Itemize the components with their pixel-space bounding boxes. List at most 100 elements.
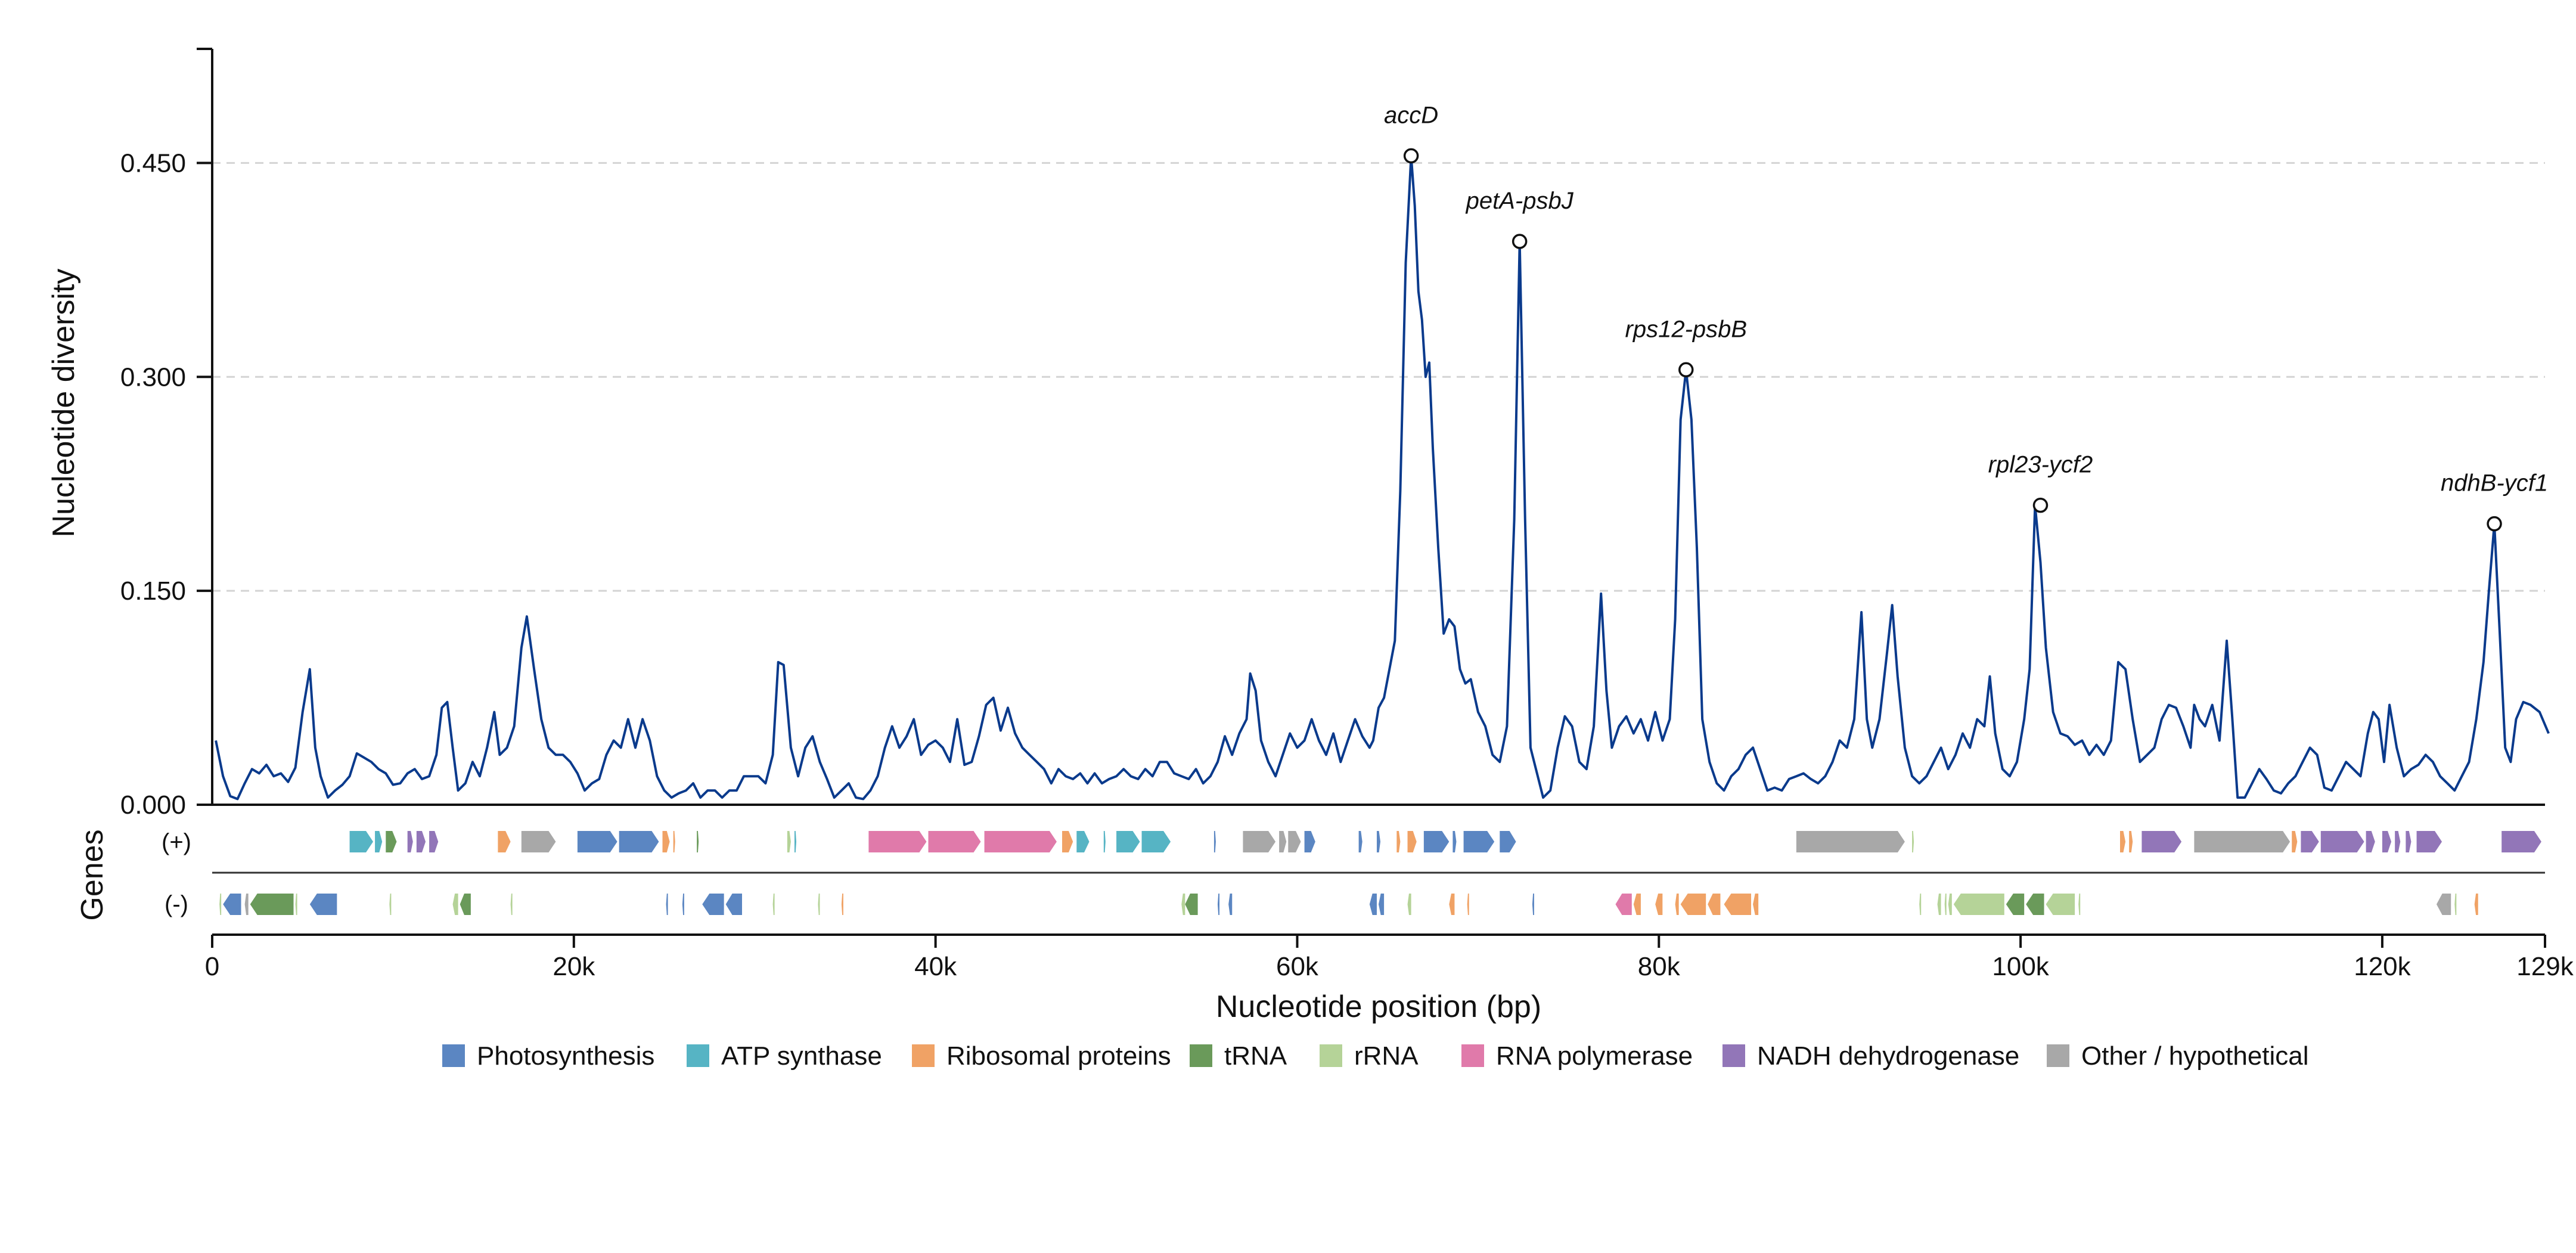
gene-arrow [2194,831,2291,852]
gene-arrow [702,894,724,915]
x-tick-label: 40k [914,952,957,981]
gene-arrow [386,831,397,852]
peak-marker [1512,234,1528,249]
gene-arrow [1937,894,1941,915]
gene-arrow [2292,831,2298,852]
gene-arrow [2119,831,2126,852]
gene-arrow [1948,894,1952,915]
peak-label: rps12-psbB [1625,316,1748,342]
gene-arrow [1379,894,1385,915]
y-tick-label: 0.150 [120,576,186,606]
gene-arrow [2142,831,2182,852]
gene-arrow [2436,894,2451,915]
y-axis-title: Nucleotide diversity [46,269,81,538]
gene-arrow [1185,894,1198,915]
gene-arrow [250,894,294,915]
gene-arrow [928,831,981,852]
legend-label: Ribosomal proteins [946,1041,1171,1071]
legend-swatch [442,1044,465,1067]
y-axis: 0.000 0.150 0.300 0.450 [120,48,213,820]
gene-arrow [1467,894,1469,915]
x-tick-label: 80k [1638,952,1681,981]
gene-arrow [429,831,439,852]
gene-arrow [2046,894,2075,915]
gene-arrow [2078,894,2081,915]
gene-arrow [2501,831,2541,852]
gene-arrow [1376,831,1381,852]
gene-arrow [1213,831,1216,852]
gene-arrow [1288,831,1301,852]
gene-arrow [1076,831,1090,852]
gene-arrow [1407,894,1411,915]
gene-arrow [868,831,927,852]
gene-arrow [2129,831,2133,852]
gene-arrow [1062,831,1073,852]
gene-arrow [2006,894,2025,915]
gene-arrow [1532,894,1534,915]
legend-swatch [1320,1044,1342,1067]
gene-arrow [1103,831,1106,852]
gene-arrow [662,831,670,852]
gene-arrow [1655,894,1663,915]
x-tick-label: 129k [2516,952,2574,981]
gene-arrow [1369,894,1377,915]
x-tick-label: 0 [205,952,219,981]
legend-swatch [687,1044,709,1067]
gene-arrow [673,831,675,852]
gene-arrow [666,894,668,915]
gene-arrow [794,831,797,852]
gene-arrow [416,831,426,852]
peak-label: rpl23-ycf2 [1988,452,2093,478]
gene-arrow [619,831,659,852]
legend-label: Other / hypothetical [2081,1041,2309,1071]
legend-swatch [1461,1044,1484,1067]
gene-arrow [2474,894,2478,915]
gene-arrow [1944,894,1947,915]
gene-arrow [407,831,413,852]
gene-arrow [725,894,742,915]
y-tick-label: 0.300 [120,362,186,392]
gene-arrow [841,894,843,915]
legend-label: ATP synthase [721,1041,882,1071]
peak-label: ndhB-ycf1 [2441,470,2548,497]
gene-arrow [460,894,471,915]
gene-arrow [1116,831,1140,852]
gene-arrow [1453,831,1457,852]
gene-arrow [1500,831,1516,852]
gene-arrow [2026,894,2044,915]
peak-marker [1403,148,1419,164]
peak-annotations: accD petA-psbJ rps12-psbB rpl23-ycf2 ndhB-yc… [1384,102,2548,532]
peak-marker [2487,516,2502,532]
gene-arrow [2454,894,2457,915]
gene-arrow [389,894,392,915]
gene-arrow [1919,894,1922,915]
x-axis-title: Nucleotide position (bp) [1216,990,1541,1024]
gene-arrow [1463,831,1495,852]
strand-minus-label: (-) [165,891,188,917]
diversity-series-line [215,154,2550,801]
gene-arrow [2416,831,2442,852]
gene-arrow [1228,894,1233,915]
peak-marker [2032,497,2049,513]
x-tick-label: 100k [1992,952,2049,981]
gene-arrow [521,831,556,852]
gene-arrow [787,831,791,852]
gene-arrow [244,894,249,915]
legend-swatch [1190,1044,1212,1067]
gene-arrow [2320,831,2364,852]
gene-arrow [1304,831,1315,852]
genes-track-title: Genes [75,829,110,920]
legend-swatch [1722,1044,1745,1067]
gene-arrow [1708,894,1721,915]
y-tick-label: 0.450 [120,148,186,178]
gene-arrow [1953,894,2004,915]
gene-arrow [510,894,513,915]
gene-arrow [2301,831,2319,852]
x-axis-ticks: 0 20k 40k 60k 80k 100k 120k 129k [205,935,2574,981]
genes-minus-track [219,894,2478,915]
gene-arrow [309,894,337,915]
gene-arrow [219,894,222,915]
gridlines [212,162,2545,592]
gene-arrow [452,894,458,915]
